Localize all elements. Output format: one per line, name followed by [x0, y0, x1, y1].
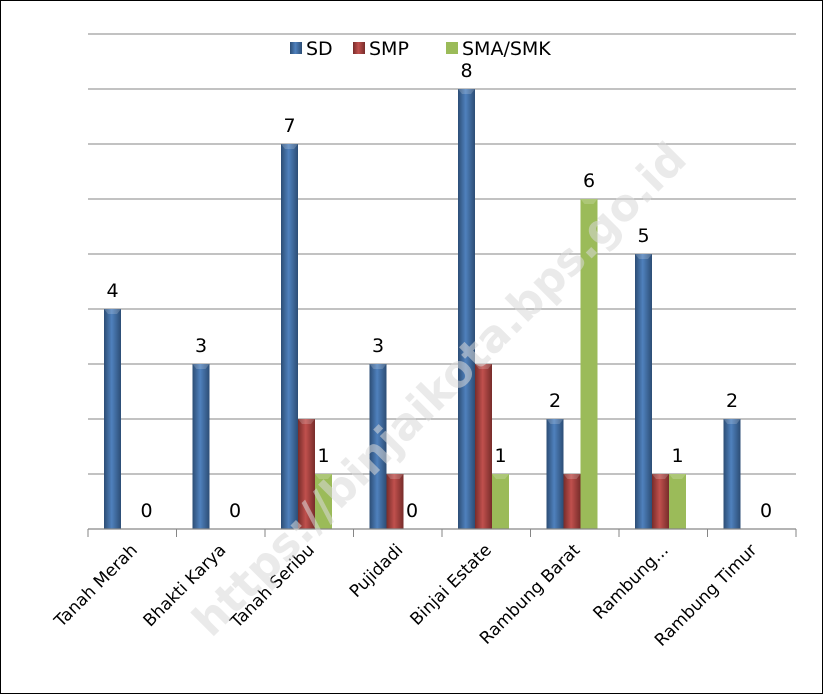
bar-sma-smk-binjai-estate — [492, 474, 509, 529]
legend: SD SMP SMA/SMK — [290, 38, 551, 60]
bar-smp-rambung — [652, 474, 669, 529]
legend-label-sd: SD — [306, 38, 333, 60]
data-label-sd-rambung-barat: 2 — [549, 390, 561, 412]
legend-item-smp: SMP — [353, 38, 409, 60]
bar-smp-rambung-barat — [563, 474, 581, 529]
data-label-sd-pujidadi: 3 — [372, 335, 384, 357]
data-label-sma-smk-binjai-estate: 1 — [494, 445, 506, 467]
data-label-sd-rambung-timur: 2 — [726, 390, 738, 412]
bar-sd-rambung-timur — [723, 419, 741, 529]
data-label-sd-tanah-seribu: 7 — [283, 115, 295, 137]
x-tick-label-binjai-estate: Binjai Estate — [407, 540, 496, 629]
legend-swatch-smp — [353, 42, 365, 54]
bar-sd-bhakti-karya — [192, 364, 210, 529]
data-label-sma-smk-pujidadi: 0 — [406, 500, 418, 522]
watermark: https://binjaikota.bps.go.id — [183, 133, 697, 647]
bar-sma-smk-tanah-seribu — [315, 474, 332, 529]
data-label-sma-smk-tanah-seribu: 1 — [317, 445, 329, 467]
data-label-sma-smk-rambung-timur: 0 — [760, 500, 772, 522]
bar-sma-smk-rambung-barat — [580, 199, 598, 529]
data-label-sd-tanah-merah: 4 — [106, 280, 118, 302]
x-tick-label-tanah-merah: Tanah Merah — [50, 540, 142, 632]
bar-smp-binjai-estate — [475, 364, 492, 529]
bar-sd-rambung — [635, 254, 652, 529]
data-labels: 4 0 3 0 7 1 3 0 8 1 2 6 5 1 2 0 — [106, 60, 772, 522]
bar-sma-smk-rambung — [669, 474, 686, 529]
bar-smp-pujidadi — [386, 474, 404, 529]
bar-sd-rambung-barat — [546, 419, 564, 529]
data-label-sma-smk-tanah-merah: 0 — [140, 500, 152, 522]
legend-label-sma-smk: SMA/SMK — [462, 38, 551, 60]
data-label-sd-bhakti-karya: 3 — [195, 335, 207, 357]
data-label-sd-binjai-estate: 8 — [460, 60, 472, 82]
bar-sd-tanah-seribu — [281, 144, 298, 529]
bar-sd-pujidadi — [369, 364, 387, 529]
x-tick-label-rambung: Rambung... — [590, 540, 673, 623]
legend-item-sd: SD — [290, 38, 333, 60]
bar-sd-tanah-merah — [104, 309, 121, 529]
legend-item-sma-smk: SMA/SMK — [446, 38, 551, 60]
data-label-sma-smk-bhakti-karya: 0 — [229, 500, 241, 522]
bar-smp-tanah-seribu — [298, 419, 315, 529]
watermark-text: https://binjaikota.bps.go.id — [183, 133, 697, 647]
legend-swatch-sma-smk — [446, 42, 458, 54]
legend-swatch-sd — [290, 42, 302, 54]
bar-sd-binjai-estate — [458, 89, 475, 529]
data-label-sma-smk-rambung: 1 — [671, 445, 683, 467]
bars — [104, 89, 741, 529]
legend-label-smp: SMP — [369, 38, 409, 60]
data-label-sd-rambung: 5 — [637, 225, 649, 247]
x-tick-label-pujidadi: Pujidadi — [346, 540, 407, 601]
data-label-sma-smk-rambung-barat: 6 — [583, 170, 595, 192]
